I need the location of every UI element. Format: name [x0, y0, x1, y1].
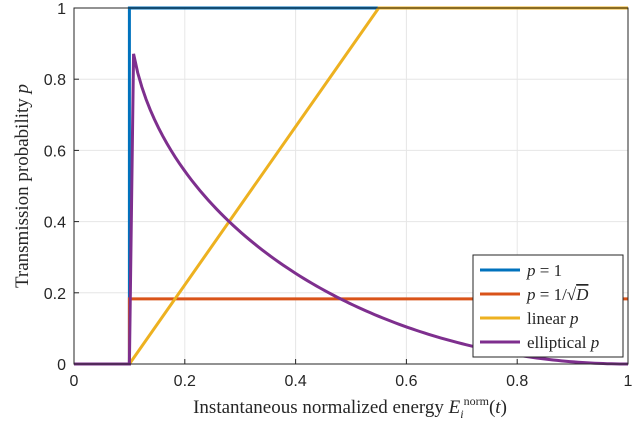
series-line-elliptical-p — [74, 53, 629, 366]
y-tick-label: 0.6 — [44, 143, 66, 160]
y-tick-label: 0 — [57, 357, 66, 374]
legend-box — [472, 254, 624, 358]
y-tick-label: 1 — [57, 1, 66, 18]
y-axis-title: Transmission probability p — [12, 84, 33, 288]
legend-label-p-1-d: p = 1/√D — [526, 285, 589, 304]
legend: p = 1 p = 1/√D linear p elliptical p — [472, 254, 624, 358]
axis-ticks: 0 0.2 0.4 0.6 0.8 1 0 0.2 0.4 0.6 0.8 1 — [44, 1, 633, 390]
legend-label-linear-p: linear p — [527, 309, 578, 328]
x-tick-label: 1 — [624, 373, 633, 390]
y-tick-label: 0.8 — [44, 72, 66, 89]
x-tick-label: 0.4 — [284, 373, 306, 390]
plot-frame — [73, 7, 629, 365]
y-tick-label: 0.2 — [44, 286, 66, 303]
y-tick-label: 0.4 — [44, 215, 66, 232]
legend-label-p-1: p = 1 — [526, 261, 562, 280]
x-axis-title: Instantaneous normalized energy Einorm(t… — [193, 394, 507, 421]
grid-lines — [73, 7, 629, 365]
legend-label-elliptical-p: elliptical p — [527, 333, 599, 352]
x-tick-label: 0 — [70, 373, 79, 390]
x-tick-label: 0.6 — [395, 373, 417, 390]
x-tick-label: 0.2 — [174, 373, 196, 390]
x-tick-label: 0.8 — [506, 373, 528, 390]
